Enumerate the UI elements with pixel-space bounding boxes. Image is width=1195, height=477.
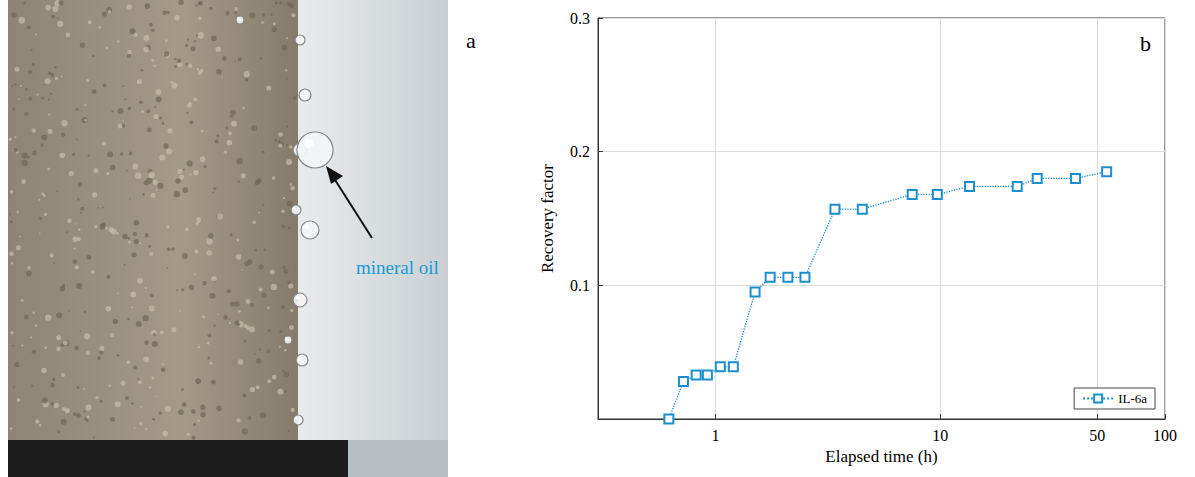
svg-text:0.3: 0.3 (570, 10, 590, 27)
svg-text:mineral oil: mineral oil (356, 257, 439, 278)
svg-text:1: 1 (712, 427, 720, 444)
svg-text:100: 100 (1153, 427, 1177, 444)
svg-text:0.1: 0.1 (570, 277, 590, 294)
svg-text:Recovery factor: Recovery factor (538, 164, 557, 273)
svg-text:10: 10 (932, 427, 948, 444)
svg-text:b: b (1140, 31, 1151, 56)
svg-text:IL-6a: IL-6a (1118, 391, 1147, 406)
svg-text:0.2: 0.2 (570, 143, 590, 160)
svg-text:50: 50 (1089, 427, 1105, 444)
svg-text:Elapsed time (h): Elapsed time (h) (825, 447, 937, 466)
svg-text:a: a (466, 28, 476, 53)
